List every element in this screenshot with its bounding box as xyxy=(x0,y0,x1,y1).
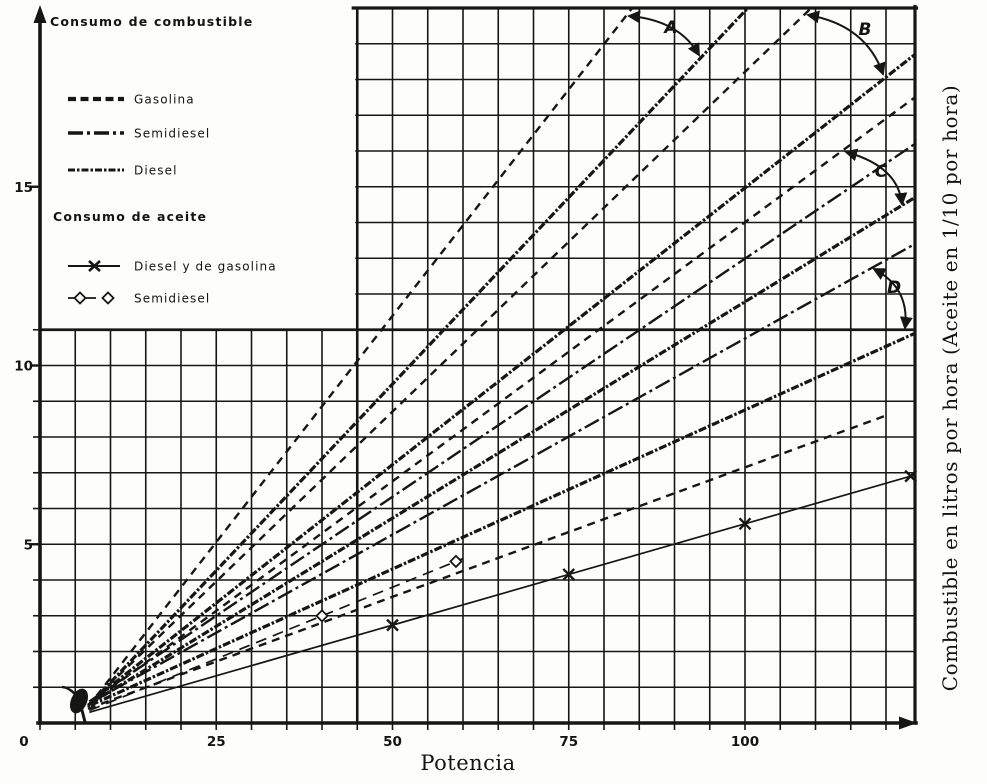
range-annotations: A B C D xyxy=(627,10,913,330)
series-line-range-C-lower-solid xyxy=(89,196,916,705)
x-tick-label: 75 xyxy=(559,734,578,750)
legend-oil-item-label: Diesel y de gasolina xyxy=(134,260,277,274)
range-label-C: C xyxy=(875,162,888,182)
series-line-dashed-low xyxy=(87,414,887,710)
axes xyxy=(33,5,918,730)
range-label-D: D xyxy=(887,278,901,298)
y-tick-label: 10 xyxy=(14,359,33,375)
legend-fuel-item-label: Gasolina xyxy=(134,93,195,107)
blob-hook xyxy=(61,685,76,695)
series-line-range-B-lower-solid xyxy=(89,53,916,703)
x-tick-label: 50 xyxy=(383,734,402,750)
series-line-range-C-upper-dashed xyxy=(87,96,916,707)
series-line-range-D-lower-solid xyxy=(90,331,916,707)
legend-oil-heading: Consumo de aceite xyxy=(53,209,207,224)
legend-diamond-marker xyxy=(73,291,87,305)
range-label-A: A xyxy=(662,18,677,38)
diamond-marker-oil-semidiesel xyxy=(449,554,463,569)
x-marker-oil-diesel-gasolina xyxy=(562,568,576,581)
range-arc-B xyxy=(806,10,886,76)
diamond-marker-oil-semidiesel xyxy=(315,609,329,623)
y-axis-arrow xyxy=(33,5,47,23)
x-marker-oil-diesel-gasolina xyxy=(386,618,399,632)
range-label-B: B xyxy=(859,20,872,40)
x-tick-label: 100 xyxy=(731,734,759,750)
series-line-range-B-upper-dashed xyxy=(87,7,813,706)
y-tick-label: 5 xyxy=(24,537,33,553)
x-marker-oil-diesel-gasolina xyxy=(738,517,752,531)
x-axis-arrow xyxy=(899,716,917,730)
y-axis-title-right: Combustible en litros por hora (Aceite e… xyxy=(938,85,962,692)
series-line-semidiesel-fuel xyxy=(88,142,916,703)
legend-fuel-item-label: Diesel xyxy=(134,164,178,178)
x-marker-oil-diesel-gasolina xyxy=(904,469,918,483)
series-lines xyxy=(86,6,918,714)
x-axis-title: Potencia xyxy=(420,751,515,775)
series-line-oil-diesel-gasolina xyxy=(89,473,917,714)
legend-fuel-heading: Consumo de combustible xyxy=(50,14,253,29)
x-tick-label: 25 xyxy=(207,734,226,750)
grid xyxy=(40,7,915,723)
plot-border xyxy=(351,4,919,725)
series-line-range-D-upper-dashdot xyxy=(88,242,916,705)
series-line-oil-semidiesel xyxy=(89,557,464,712)
legend-diamond-marker xyxy=(101,291,115,305)
y-tick-label: 15 xyxy=(14,180,33,196)
range-arc-C xyxy=(844,148,908,206)
legend-oil-item-label: Semidiesel xyxy=(134,292,210,306)
blob-tail xyxy=(78,702,87,723)
series-line-range-A-upper-dashed xyxy=(86,7,634,708)
blob-shape xyxy=(69,688,89,714)
legend: Consumo de combustible Gasolina Semidiesel… xyxy=(50,14,277,306)
legend-fuel-item-label: Semidiesel xyxy=(134,127,210,141)
series-line-range-A-lower-solid xyxy=(89,6,749,705)
range-arc-D xyxy=(872,268,913,330)
convergence-blob xyxy=(61,685,89,723)
range-arc-A xyxy=(627,10,700,57)
x-tick-label: 0 xyxy=(19,734,28,750)
legend-x-marker xyxy=(88,260,101,272)
axis-ticks xyxy=(30,185,887,730)
